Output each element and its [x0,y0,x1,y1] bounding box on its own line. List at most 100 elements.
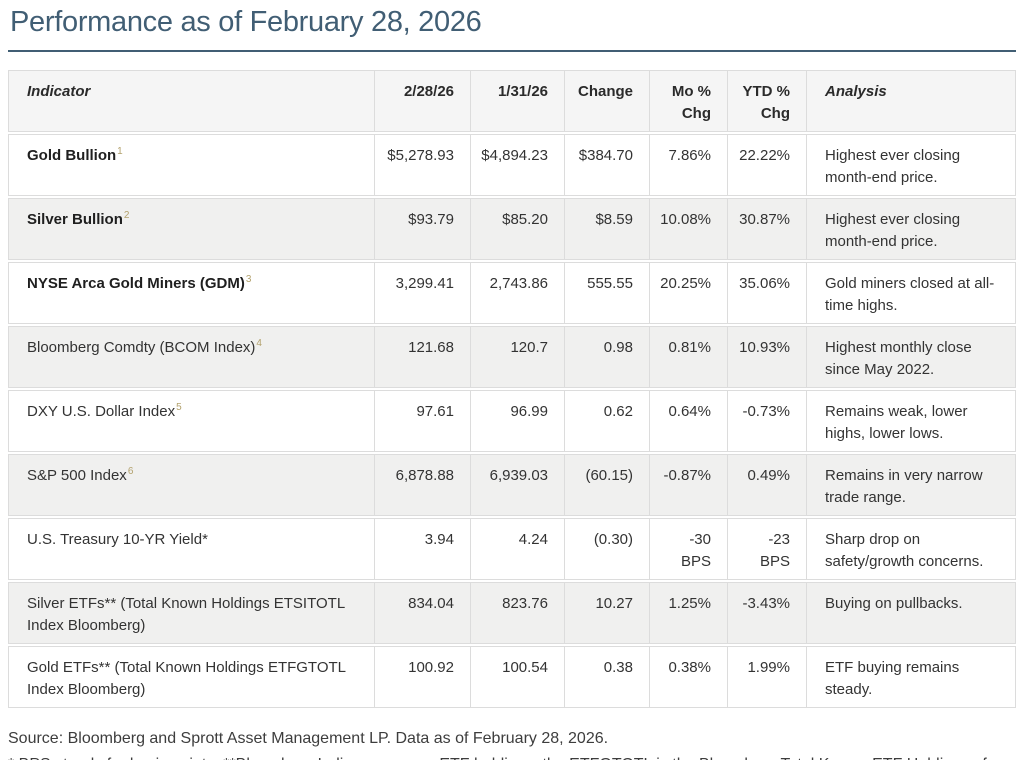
indicator-cell: Silver ETFs** (Total Known Holdings ETSI… [8,581,375,644]
analysis-cell: Gold miners closed at all-time highs. [807,261,1016,324]
prior-value-cell: 823.76 [471,581,565,644]
table-header-row: Indicator 2/28/26 1/31/26 Change Mo % Ch… [8,69,1016,132]
prior-value-cell: 120.7 [471,325,565,388]
current-value-cell: 121.68 [375,325,471,388]
ytd-chg-cell: 35.06% [728,261,807,324]
mo-chg-cell: 7.86% [650,133,728,196]
title-divider [8,49,1016,52]
indicator-cell: U.S. Treasury 10-YR Yield* [8,517,375,580]
prior-value-cell: 100.54 [471,645,565,708]
indicator-label: DXY U.S. Dollar Index [27,402,176,420]
change-cell: $8.59 [565,197,650,260]
footnotes-section: Source: Bloomberg and Sprott Asset Manag… [8,726,1016,760]
ytd-chg-cell: -23 BPS [728,517,807,580]
mo-chg-cell: 1.25% [650,581,728,644]
analysis-cell: Highest ever closing month-end price. [807,133,1016,196]
table-row-sp500-index: S&P 500 Index6 6,878.88 6,939.03 (60.15)… [8,453,1016,516]
change-cell: (60.15) [565,453,650,516]
footnote-superscript: 4 [256,337,262,349]
footnote-superscript: 5 [176,401,182,413]
indicator-label: Bloomberg Comdty (BCOM Index) [27,338,256,356]
indicator-cell: DXY U.S. Dollar Index5 [8,389,375,452]
mo-chg-cell: -30 BPS [650,517,728,580]
analysis-cell: Sharp drop on safety/growth concerns. [807,517,1016,580]
analysis-cell: Remains weak, lower highs, lower lows. [807,389,1016,452]
header-prior-date: 1/31/26 [471,69,565,132]
table-row-silver-etfs: Silver ETFs** (Total Known Holdings ETSI… [8,581,1016,644]
indicator-cell: Bloomberg Comdty (BCOM Index)4 [8,325,375,388]
change-cell: 10.27 [565,581,650,644]
ytd-chg-cell: 0.49% [728,453,807,516]
footnote-superscript: 3 [245,273,252,285]
change-cell: 0.62 [565,389,650,452]
table-row-silver-bullion: Silver Bullion2 $93.79 $85.20 $8.59 10.0… [8,197,1016,260]
indicator-cell: Gold ETFs** (Total Known Holdings ETFGTO… [8,645,375,708]
prior-value-cell: $85.20 [471,197,565,260]
ytd-chg-cell: -0.73% [728,389,807,452]
header-change: Change [565,69,650,132]
change-cell: 0.98 [565,325,650,388]
indicator-cell: Gold Bullion1 [8,133,375,196]
change-cell: 0.38 [565,645,650,708]
header-mo-pct-chg: Mo % Chg [650,69,728,132]
indicator-label: S&P 500 Index [27,466,127,484]
header-analysis: Analysis [807,69,1016,132]
table-row-gold-miners: NYSE Arca Gold Miners (GDM)3 3,299.41 2,… [8,261,1016,324]
indicator-label: Gold Bullion [27,146,117,164]
prior-value-cell: $4,894.23 [471,133,565,196]
current-value-cell: 6,878.88 [375,453,471,516]
prior-value-cell: 2,743.86 [471,261,565,324]
analysis-cell: Highest ever closing month-end price. [807,197,1016,260]
mo-chg-cell: 0.38% [650,645,728,708]
analysis-cell: Buying on pullbacks. [807,581,1016,644]
footnote-superscript: 2 [123,209,130,221]
page-title: Performance as of February 28, 2026 [10,6,482,38]
indicator-label: Silver Bullion [27,210,123,228]
current-value-cell: 3.94 [375,517,471,580]
table-row-treasury-yield: U.S. Treasury 10-YR Yield* 3.94 4.24 (0.… [8,517,1016,580]
prior-value-cell: 4.24 [471,517,565,580]
indicator-cell: NYSE Arca Gold Miners (GDM)3 [8,261,375,324]
footnote-definitions: * BPS stands for basis points. **Bloombe… [8,752,1016,760]
change-cell: $384.70 [565,133,650,196]
table-row-bcom-index: Bloomberg Comdty (BCOM Index)4 121.68 12… [8,325,1016,388]
indicator-cell: Silver Bullion2 [8,197,375,260]
mo-chg-cell: 0.64% [650,389,728,452]
header-current-date: 2/28/26 [375,69,471,132]
prior-value-cell: 6,939.03 [471,453,565,516]
change-cell: 555.55 [565,261,650,324]
change-cell: (0.30) [565,517,650,580]
ytd-chg-cell: 10.93% [728,325,807,388]
footnote-superscript: 6 [127,465,134,477]
prior-value-cell: 96.99 [471,389,565,452]
ytd-chg-cell: -3.43% [728,581,807,644]
table-row-dxy-index: DXY U.S. Dollar Index5 97.61 96.99 0.62 … [8,389,1016,452]
current-value-cell: 97.61 [375,389,471,452]
current-value-cell: $93.79 [375,197,471,260]
current-value-cell: 834.04 [375,581,471,644]
analysis-cell: ETF buying remains steady. [807,645,1016,708]
analysis-cell: Remains in very narrow trade range. [807,453,1016,516]
analysis-cell: Highest monthly close since May 2022. [807,325,1016,388]
indicator-cell: S&P 500 Index6 [8,453,375,516]
table-row-gold-bullion: Gold Bullion1 $5,278.93 $4,894.23 $384.7… [8,133,1016,196]
footnote-superscript: 1 [117,145,123,157]
ytd-chg-cell: 1.99% [728,645,807,708]
current-value-cell: 100.92 [375,645,471,708]
ytd-chg-cell: 22.22% [728,133,807,196]
indicator-label: Gold ETFs** (Total Known Holdings ETFGTO… [27,658,346,698]
header-indicator: Indicator [8,69,375,132]
indicator-label: NYSE Arca Gold Miners (GDM) [27,274,245,292]
indicator-label: Silver ETFs** (Total Known Holdings ETSI… [27,594,345,634]
current-value-cell: $5,278.93 [375,133,471,196]
ytd-chg-cell: 30.87% [728,197,807,260]
mo-chg-cell: 20.25% [650,261,728,324]
mo-chg-cell: -0.87% [650,453,728,516]
indicator-label: U.S. Treasury 10-YR Yield* [27,530,208,548]
current-value-cell: 3,299.41 [375,261,471,324]
source-line: Source: Bloomberg and Sprott Asset Manag… [8,729,609,747]
table-row-gold-etfs: Gold ETFs** (Total Known Holdings ETFGTO… [8,645,1016,708]
mo-chg-cell: 10.08% [650,197,728,260]
performance-table: Indicator 2/28/26 1/31/26 Change Mo % Ch… [8,68,1016,710]
header-ytd-pct-chg: YTD % Chg [728,69,807,132]
